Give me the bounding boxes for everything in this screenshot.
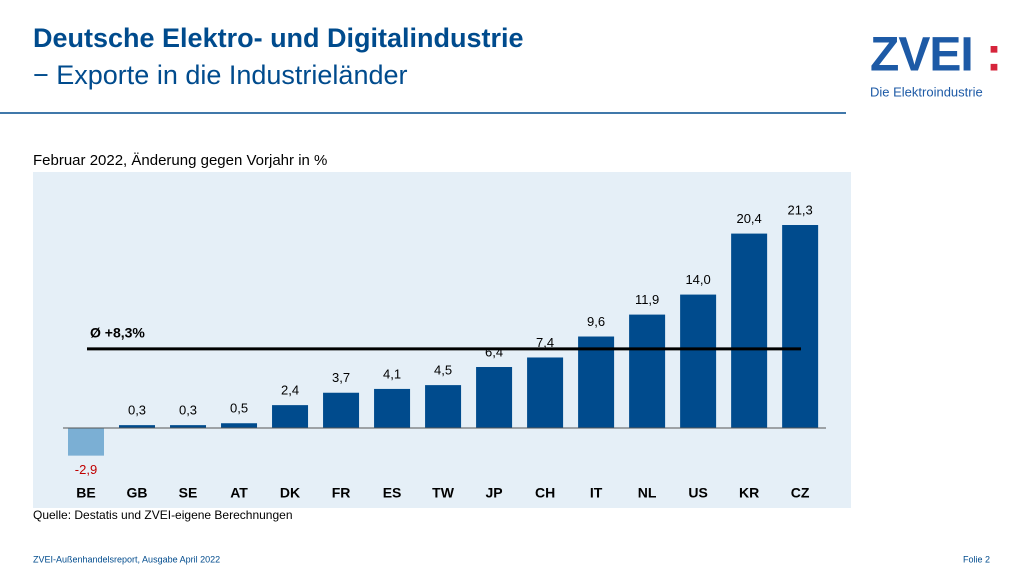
category-label: CZ <box>791 485 810 501</box>
value-label: 7,4 <box>536 335 554 350</box>
value-label: 20,4 <box>736 211 761 226</box>
value-label: 0,5 <box>230 401 248 416</box>
chart-title: Februar 2022, Änderung gegen Vorjahr in … <box>33 152 327 169</box>
logo-name: ZVEI <box>870 29 973 82</box>
category-label: ES <box>383 485 402 501</box>
value-label: 0,3 <box>179 403 197 418</box>
value-label: 9,6 <box>587 314 605 329</box>
value-label: 0,3 <box>128 403 146 418</box>
bar <box>221 423 258 428</box>
bar <box>476 367 513 428</box>
bar <box>425 385 462 428</box>
value-label: 2,4 <box>281 383 299 398</box>
category-label: SE <box>179 485 198 501</box>
value-label: 21,3 <box>787 202 812 217</box>
category-label: JP <box>486 485 503 501</box>
value-label: 14,0 <box>685 272 710 287</box>
bar <box>527 357 564 428</box>
category-label: BE <box>76 485 95 501</box>
average-label: Ø +8,3% <box>90 325 145 341</box>
bar <box>731 233 768 428</box>
footer-right: Folie 2 <box>963 554 990 564</box>
bar <box>578 336 615 428</box>
value-label: 4,1 <box>383 366 401 381</box>
value-label: 6,4 <box>485 344 503 359</box>
bar <box>782 225 819 428</box>
category-label: IT <box>590 485 603 501</box>
category-label: US <box>688 485 707 501</box>
logo-tagline: Die Elektroindustrie <box>870 84 983 99</box>
category-label: CH <box>535 485 555 501</box>
bar <box>374 388 411 428</box>
bar <box>68 428 104 456</box>
value-label: 11,9 <box>635 292 659 307</box>
category-label: AT <box>230 485 248 501</box>
category-label: GB <box>127 485 148 501</box>
bar <box>272 405 309 428</box>
category-label: KR <box>739 485 759 501</box>
footer-left: ZVEI-Außenhandelsreport, Ausgabe April 2… <box>33 554 220 564</box>
bar <box>629 314 666 428</box>
bar <box>119 425 156 428</box>
plot-background <box>33 172 851 508</box>
slide-title: Deutsche Elektro- und Digitalindustrie <box>33 23 524 53</box>
bar <box>680 294 717 428</box>
chart-source: Quelle: Destatis und ZVEI-eigene Berechn… <box>33 508 293 522</box>
category-label: DK <box>280 485 300 501</box>
bar <box>323 392 360 428</box>
category-label: FR <box>332 485 351 501</box>
value-label: -2,9 <box>75 462 97 477</box>
slide-subtitle: − Exporte in die Industrieländer <box>33 60 407 90</box>
category-label: NL <box>638 485 657 501</box>
value-label: 4,5 <box>434 363 452 378</box>
bar <box>170 425 207 428</box>
value-label: 3,7 <box>332 370 350 385</box>
logo-mark: : <box>986 29 1002 82</box>
category-label: TW <box>432 485 455 501</box>
